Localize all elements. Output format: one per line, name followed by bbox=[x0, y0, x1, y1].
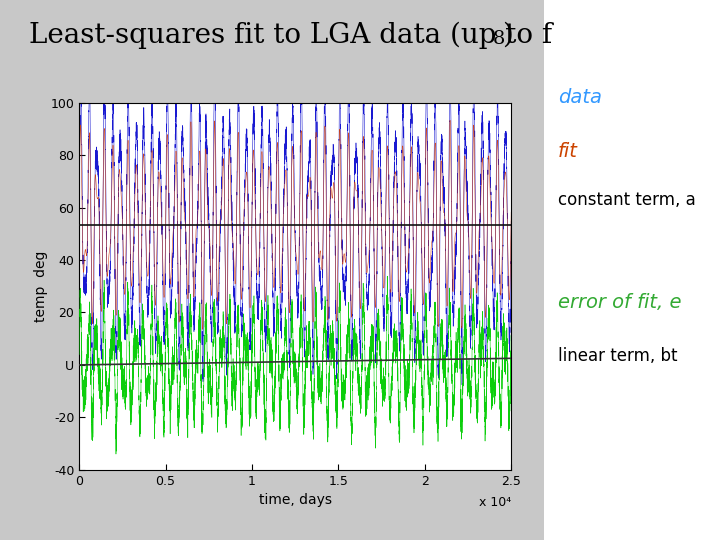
Text: 8: 8 bbox=[492, 30, 505, 48]
Y-axis label: temp  deg: temp deg bbox=[34, 251, 48, 322]
Text: error of fit, e: error of fit, e bbox=[558, 293, 682, 312]
Text: constant term, a: constant term, a bbox=[558, 191, 696, 209]
Text: x 10⁴: x 10⁴ bbox=[479, 496, 511, 509]
Text: fit: fit bbox=[558, 141, 578, 161]
Text: ): ) bbox=[502, 22, 513, 49]
Text: data: data bbox=[558, 87, 602, 107]
Text: Least-squares fit to LGA data (up to f: Least-squares fit to LGA data (up to f bbox=[29, 22, 552, 49]
X-axis label: time, days: time, days bbox=[258, 493, 332, 507]
Text: linear term, bt: linear term, bt bbox=[558, 347, 678, 366]
